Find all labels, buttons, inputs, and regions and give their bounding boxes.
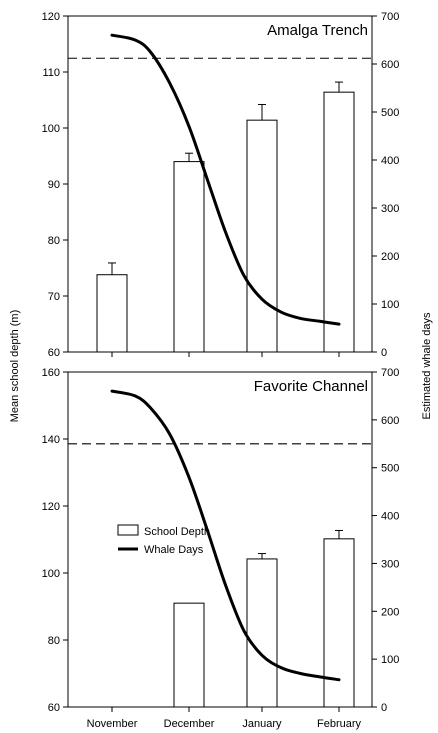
school-depth-bar — [173, 602, 205, 708]
panel-title: Favorite Channel — [254, 378, 368, 395]
legend-label-whale-days: Whale Days — [144, 544, 204, 556]
legend-label-school-depth: School Depth — [144, 526, 210, 538]
whale-days-line — [110, 389, 341, 682]
right-y-tick-label: 0 — [381, 347, 387, 359]
right-y-tick-label: 100 — [381, 654, 399, 666]
right-y-tick-label: 500 — [381, 463, 399, 475]
left-y-tick-label: 100 — [42, 568, 60, 580]
left-y-tick-label: 90 — [48, 179, 60, 191]
legend-swatch-school-depth — [117, 524, 139, 536]
x-tick-label: November — [87, 718, 138, 730]
right-y-tick-label: 200 — [381, 251, 399, 263]
right-y-tick-label: 600 — [381, 415, 399, 427]
school-depth-bar — [96, 274, 128, 353]
school-depth-bar — [173, 161, 205, 353]
left-y-tick-label: 110 — [42, 67, 60, 79]
right-y-tick-label: 400 — [381, 511, 399, 523]
right-y-tick-label: 700 — [381, 367, 399, 379]
right-y-tick-label: 600 — [381, 59, 399, 71]
plot-frame — [67, 371, 373, 708]
right-y-tick-label: 500 — [381, 107, 399, 119]
school-depth-bar — [246, 119, 278, 353]
school-depth-bar — [246, 558, 278, 708]
left-y-tick-label: 80 — [48, 235, 60, 247]
left-y-tick-label: 140 — [42, 434, 60, 446]
left-y-tick-label: 60 — [48, 702, 60, 714]
right-y-tick-label: 100 — [381, 299, 399, 311]
right-y-axis-title: Estimated whale days — [421, 312, 433, 419]
panel-title-background — [224, 374, 370, 396]
right-y-tick-label: 300 — [381, 558, 399, 570]
right-y-tick-label: 0 — [381, 702, 387, 714]
panel-favorite-channel: 60 80 100 120 140 160 0 100 200 300 400 500 600 700 Fa… — [42, 367, 400, 730]
right-y-tick-label: 700 — [381, 11, 399, 23]
left-y-tick-label: 120 — [42, 11, 60, 23]
left-y-tick-label: 120 — [42, 501, 60, 513]
panel-amalga-trench: 60 70 80 90 100 110 120 0 100 200 300 400 500 600 700 A… — [42, 11, 400, 359]
left-y-tick-label: 60 — [48, 347, 60, 359]
x-tick-label: December — [164, 718, 215, 730]
left-y-tick-label: 80 — [48, 635, 60, 647]
panel-title-background — [224, 18, 370, 40]
right-y-tick-label: 400 — [381, 155, 399, 167]
left-y-tick-label: 70 — [48, 291, 60, 303]
x-tick-label: January — [242, 718, 282, 730]
right-y-tick-label: 300 — [381, 203, 399, 215]
x-tick-label: February — [317, 718, 362, 730]
school-depth-bar — [323, 538, 355, 708]
whale-days-line — [110, 33, 341, 326]
left-y-axis-title: Mean school depth (m) — [9, 310, 21, 423]
left-y-tick-label: 160 — [42, 367, 60, 379]
school-depth-bar — [323, 91, 355, 353]
left-y-tick-label: 100 — [42, 123, 60, 135]
panel-title: Amalga Trench — [267, 22, 368, 39]
right-y-tick-label: 200 — [381, 606, 399, 618]
